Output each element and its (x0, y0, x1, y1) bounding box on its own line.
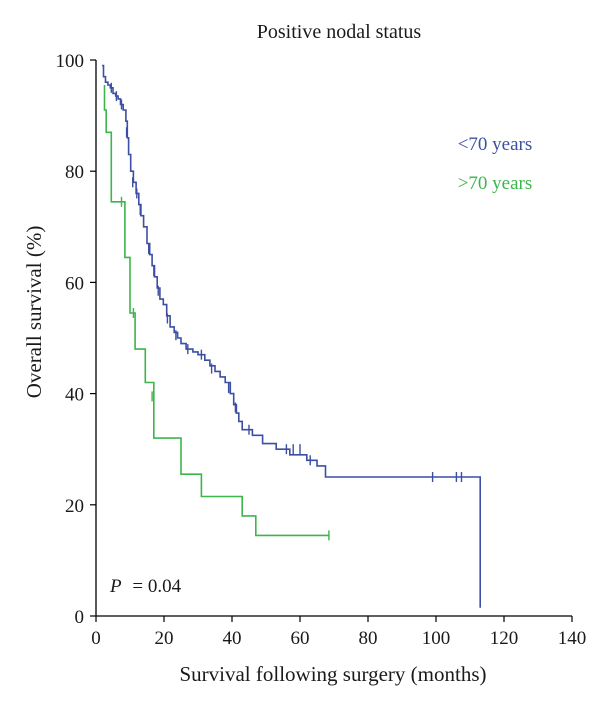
p-value-annotation: P = 0.04 (109, 576, 182, 597)
series-0 (102, 64, 481, 608)
x-tick-label: 20 (155, 628, 174, 649)
p-value-label: P (109, 576, 122, 597)
legend: <70 years >70 years (458, 134, 533, 194)
y-tick-label: 20 (65, 496, 84, 517)
y-axis-title: Overall survival (%) (22, 226, 46, 399)
axes (95, 60, 572, 617)
x-tick-label: 140 (558, 628, 587, 649)
x-tick-label: 100 (422, 628, 451, 649)
y-tick-label: 100 (56, 51, 85, 72)
x-tick-label: 60 (291, 628, 310, 649)
survival-curve-1 (103, 85, 329, 537)
x-tick-label: 120 (490, 628, 519, 649)
survival-curve-0 (102, 64, 481, 608)
x-tick-label: 80 (359, 628, 378, 649)
y-tick-label: 0 (75, 607, 85, 628)
p-value-text: = 0.04 (132, 576, 181, 597)
legend-entry-over-70: >70 years (458, 173, 533, 194)
curves (102, 64, 481, 608)
y-tick-label: 60 (65, 273, 84, 294)
x-axis-title: Survival following surgery (months) (179, 662, 486, 686)
x-tick-label: 40 (223, 628, 242, 649)
legend-entry-under-70: <70 years (458, 134, 533, 155)
y-tick-label: 40 (65, 385, 84, 406)
series-1 (103, 85, 330, 541)
y-tick-label: 80 (65, 162, 84, 183)
chart-title: Positive nodal status (257, 21, 422, 43)
ticks: 0 20 40 60 80 100 120 140 0 20 40 60 80 100 (56, 51, 587, 649)
x-tick-label: 0 (91, 628, 101, 649)
